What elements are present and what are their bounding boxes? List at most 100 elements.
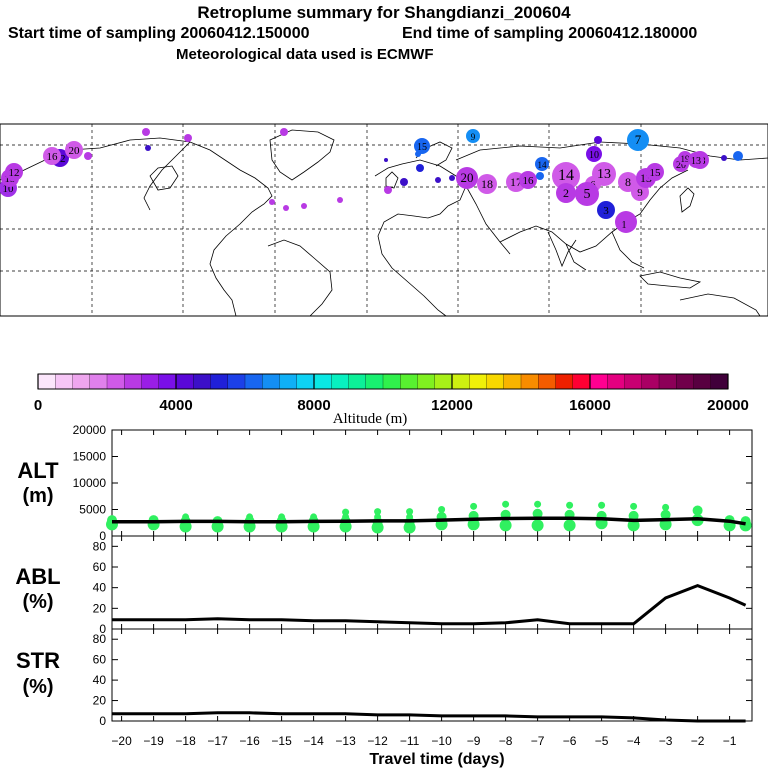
colorbar-cell: [296, 373, 315, 390]
colorbar-cell: [141, 373, 160, 390]
plume-dot: [415, 151, 421, 157]
coast-japan: [679, 187, 695, 213]
colorbar-cell: [348, 373, 367, 390]
plume-marker: [5, 163, 23, 181]
x-tick-label: −6: [563, 734, 577, 748]
plume-day-label: 16: [523, 175, 535, 187]
x-tick-label: −18: [175, 734, 196, 748]
alt-y-tick-label: 0: [99, 529, 106, 543]
alt-panel: ALT (m) 20000 15000 10000 5000 0: [17, 423, 753, 543]
alt-scatter-point: [438, 506, 446, 513]
x-tick-label: −17: [207, 734, 228, 748]
colorbar-cell: [434, 373, 453, 390]
x-axis-title: Travel time (days): [369, 751, 504, 768]
alt-scatter-point: [534, 500, 542, 508]
colorbar-cell: [244, 373, 263, 390]
colorbar-cell: [365, 373, 384, 390]
plume-dot: [435, 177, 441, 183]
abl-y-tick-label: 20: [93, 601, 107, 615]
colorbar-cell: [503, 373, 522, 390]
coast-asia: [455, 141, 768, 271]
alt-scatter-point: [628, 510, 639, 521]
colorbar-cell: [555, 373, 574, 390]
str-frame: [111, 628, 753, 722]
coast-europe-africa: [374, 159, 511, 317]
colorbar-cell: [417, 373, 436, 390]
abl-frame: [111, 535, 753, 630]
plume-day-label: 20: [461, 170, 474, 185]
plume-day-label: 10: [3, 183, 15, 195]
colorbar-tick-label: 12000: [431, 397, 473, 414]
plume-day-label: 20: [69, 145, 81, 157]
map-frame: [0, 123, 768, 317]
plume-day-label: 2: [563, 186, 569, 200]
plume-day-label: 3: [603, 205, 609, 217]
alt-scatter-point: [630, 502, 638, 510]
x-tick-label: −8: [499, 734, 513, 748]
x-tick-label: −4: [627, 734, 641, 748]
alt-y-tick-label: 15000: [73, 450, 107, 464]
x-axis-tick-labels: −20 −19 −18 −17 −16 −15 −14 −13 −12 −11 −10 −9 −8 −7 −…: [111, 734, 736, 748]
plume-marker: [466, 129, 480, 143]
plume-dot: [184, 134, 192, 142]
x-tick-label: −12: [367, 734, 388, 748]
str-line: [112, 711, 746, 723]
colorbar-cell: [106, 373, 125, 390]
colorbar-cell: [486, 373, 505, 390]
x-tick-label: −7: [531, 734, 545, 748]
abl-y-tick-label: 0: [99, 622, 106, 636]
start-time-label: Start time of sampling 20060412.150000: [8, 25, 310, 42]
abl-y-tick-label: 40: [93, 581, 107, 595]
plume-day-label: 14: [538, 160, 548, 170]
colorbar-cell: [538, 373, 556, 390]
plume-dot: [384, 158, 388, 162]
x-tick-label: −19: [143, 734, 164, 748]
colorbar-cell: [693, 373, 712, 390]
colorbar-cell: [72, 373, 91, 390]
plume-marker: [616, 216, 632, 232]
str-y-tick-label: 0: [99, 714, 106, 728]
alt-scatter-point: [499, 519, 512, 532]
x-tick-label: −11: [400, 734, 420, 748]
x-tick-label: −20: [111, 734, 132, 748]
alt-scatter-point: [470, 502, 478, 510]
alt-y-tick-label: 10000: [73, 476, 107, 490]
chart-title: Retroplume summary for Shangdianzi_20060…: [197, 3, 571, 22]
colorbar-cell: [641, 373, 660, 390]
colorbar-cell: [520, 373, 539, 390]
alt-scatter-point: [406, 513, 414, 521]
colorbar-cell: [572, 373, 591, 390]
plume-dot: [337, 197, 343, 203]
plume-dot: [733, 151, 743, 161]
plume-day-label: 8: [625, 175, 631, 189]
plume-day-label: 15: [650, 167, 662, 179]
colorbar-cell: [279, 373, 298, 390]
alt-scatter-point: [598, 501, 606, 509]
alt-scatter-point: [531, 519, 544, 532]
abl-x-ticks: [121, 536, 731, 629]
coast-greenland: [269, 129, 335, 181]
str-panel: STR (%) 80 60 40 20 0: [16, 628, 753, 728]
str-y-tick-label: 20: [93, 694, 107, 708]
plume-marker: [646, 163, 664, 181]
plume-day-label: 15: [417, 142, 427, 153]
colorbar-cell: [158, 373, 177, 390]
alt-scatter-point: [310, 513, 318, 521]
x-tick-label: −14: [303, 734, 324, 748]
alt-scatter-points: [106, 500, 752, 534]
plume-marker: [456, 167, 478, 189]
colorbar-cell: [382, 373, 401, 390]
alt-y-ticks: 20000 15000 10000 5000 0: [73, 423, 752, 543]
colorbar-tick-label: 16000: [569, 397, 611, 414]
coast-indonesia: [639, 271, 702, 289]
colorbar-tick-labels: 0 4000 8000 12000 16000 20000: [34, 397, 749, 414]
plume-marker: [535, 157, 549, 171]
abl-unit: (%): [22, 591, 53, 613]
abl-y-tick-label: 60: [93, 560, 107, 574]
plume-day-label: 19: [681, 154, 691, 164]
plume-day-label: 13: [597, 167, 611, 182]
alt-scatter-point: [692, 505, 703, 516]
colorbar-cell: [193, 373, 211, 390]
coast-india: [547, 231, 577, 268]
plume-dot: [269, 199, 275, 205]
